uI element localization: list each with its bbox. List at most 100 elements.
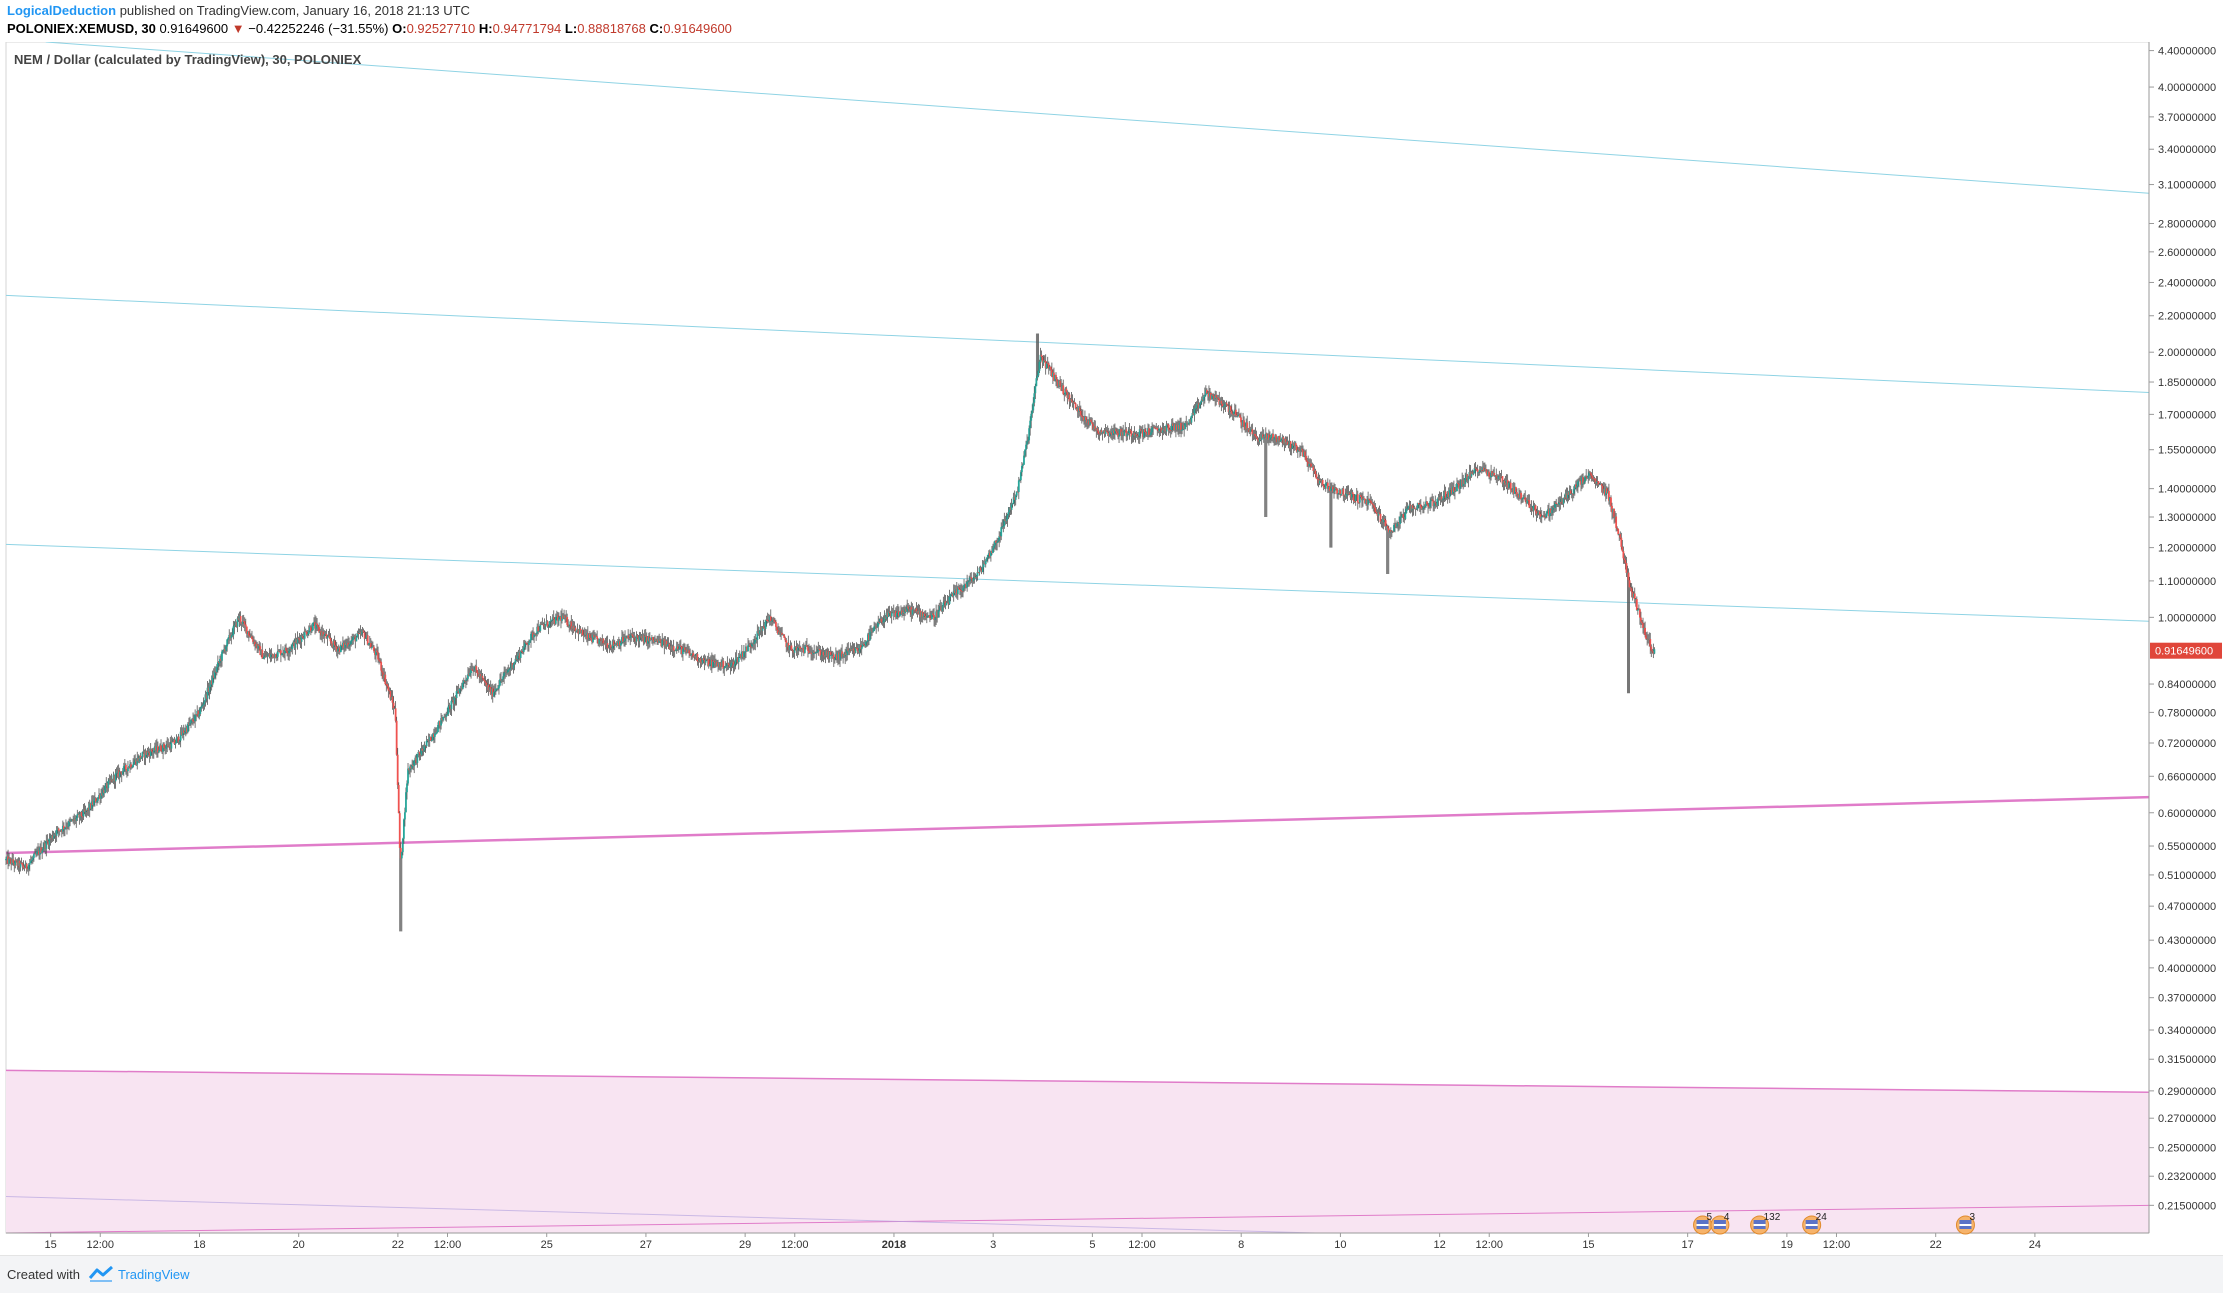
candle-body <box>1507 482 1510 488</box>
candle-body <box>1339 490 1342 495</box>
candle-body <box>627 635 630 638</box>
candle-body <box>955 589 958 595</box>
candle-body <box>1415 508 1418 510</box>
candle-body <box>1442 495 1445 500</box>
candle-body <box>618 641 621 646</box>
candle-body <box>130 764 132 768</box>
candle-body <box>1247 428 1250 431</box>
candle-body <box>339 644 342 653</box>
candle-body <box>871 631 873 632</box>
price-axis[interactable]: 4.400000004.000000003.700000003.40000000… <box>2149 46 2216 1213</box>
candle-body <box>1613 508 1615 518</box>
candle-body <box>1437 497 1440 499</box>
candle-body <box>1620 537 1623 547</box>
candle-body <box>863 644 866 646</box>
candle-body <box>1514 487 1517 493</box>
candle-body <box>1463 479 1466 484</box>
candle-body <box>1306 460 1309 463</box>
candle-body <box>894 611 897 618</box>
candle-body <box>1506 479 1509 488</box>
candle-body <box>104 786 107 793</box>
candle-body <box>75 817 78 821</box>
candle-body <box>1249 429 1252 432</box>
author-link[interactable]: LogicalDeduction <box>7 3 117 18</box>
candle-body <box>826 651 829 657</box>
candle-body <box>1565 493 1568 499</box>
candle-body <box>796 647 799 651</box>
candle-body <box>1630 588 1633 593</box>
candle-body <box>1162 429 1165 431</box>
candle-body <box>1027 440 1030 442</box>
created-with-text: Created with <box>7 1267 80 1282</box>
candle-body <box>244 624 247 627</box>
candle-body <box>1448 489 1451 497</box>
candle-body <box>1099 430 1102 434</box>
candle-body <box>55 830 58 836</box>
candle-body <box>700 661 703 664</box>
candle-body <box>657 639 660 643</box>
candle-body <box>655 639 657 642</box>
candle-body <box>106 783 109 789</box>
candle-body <box>887 611 890 617</box>
candle-body <box>379 660 382 662</box>
candle-body <box>1166 424 1169 426</box>
candle-body <box>992 548 994 554</box>
candle-body <box>336 649 339 652</box>
candle-body <box>1302 450 1304 457</box>
candle-body <box>283 652 285 654</box>
candle-body <box>586 633 589 640</box>
candle-body <box>628 637 631 639</box>
high-value: 0.94771794 <box>492 21 562 36</box>
candle-body <box>889 612 892 617</box>
candle-body <box>819 650 822 657</box>
candle-body <box>1312 466 1315 471</box>
candle-body <box>836 654 838 659</box>
candle-body <box>281 653 283 656</box>
candle-body <box>1137 436 1140 438</box>
candle-body <box>1165 424 1168 432</box>
candle-body <box>1293 443 1296 446</box>
candle-body <box>1519 492 1521 498</box>
candle-body <box>313 622 315 623</box>
candle-body <box>1370 500 1373 504</box>
candle-body <box>5 858 7 861</box>
candle-body <box>1248 428 1251 432</box>
candle-body <box>670 646 673 650</box>
candle-body <box>1091 422 1094 425</box>
candle-body <box>73 818 76 821</box>
candle-body <box>325 634 328 639</box>
candle-body <box>911 609 914 615</box>
x-tick-label: 12:00 <box>1475 1239 1503 1251</box>
candle-body <box>169 744 172 749</box>
candle-body <box>802 648 805 653</box>
candle-body <box>885 612 888 619</box>
candle-body <box>190 720 192 724</box>
candle-body <box>1318 479 1321 484</box>
candle-body <box>717 662 719 666</box>
candle-body <box>1080 415 1083 417</box>
candle-body <box>1460 479 1463 486</box>
candle-body <box>980 569 983 573</box>
candle-body <box>298 638 301 640</box>
candle-body <box>1457 483 1459 485</box>
candle-body <box>305 631 308 635</box>
time-axis[interactable]: 15 12:00 18 20 22 12:00 25 27 29 12:00 2018 3 5 12:00… <box>45 1233 2042 1251</box>
candle-body <box>1401 514 1404 517</box>
candle-body <box>1369 499 1372 501</box>
price-chart[interactable]: 4.400000004.000000003.700000003.40000000… <box>0 42 2223 1255</box>
candle-body <box>1181 429 1183 431</box>
candle-body <box>531 632 533 634</box>
candle-body <box>1549 508 1551 517</box>
candle-body <box>1489 476 1491 478</box>
candle-body <box>633 637 636 639</box>
candle-body <box>1207 392 1209 394</box>
tradingview-link[interactable]: TradingView <box>118 1267 190 1282</box>
candle-body <box>818 649 821 651</box>
candle-body <box>86 807 89 811</box>
candle-body <box>246 631 249 634</box>
candle-body <box>1143 429 1146 433</box>
candle-body <box>893 611 896 613</box>
candle-body <box>346 642 348 646</box>
candle-body <box>1195 405 1198 409</box>
candle-body <box>1596 481 1599 483</box>
